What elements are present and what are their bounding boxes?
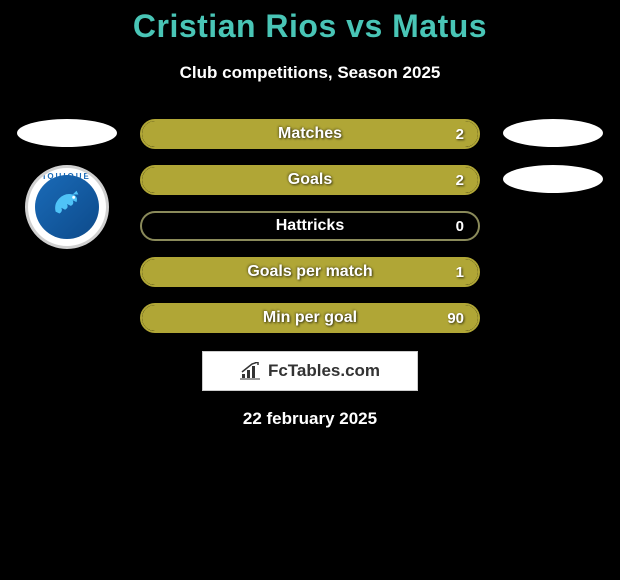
stat-right-value: 2 [456,126,464,143]
stat-bar: Goals per match 1 [140,257,480,287]
stat-right-value: 1 [456,264,464,281]
branding-text: FcTables.com [268,361,380,381]
branding-box: FcTables.com [202,351,418,391]
stat-label: Matches [278,125,342,143]
badge-inner [35,175,99,239]
right-player-column [498,119,608,211]
page-title: Cristian Rios vs Matus [0,8,620,45]
stat-right-value: 90 [447,310,464,327]
comparison-area: IQUIQUE Matches 2 Goals 2 Hattricks 0 Goals pe… [0,119,620,333]
stat-label: Goals [288,171,332,189]
date-text: 22 february 2025 [243,409,377,429]
subtitle: Club competitions, Season 2025 [0,63,620,83]
team-badge-left: IQUIQUE [25,165,109,249]
player-oval-left [17,119,117,147]
player-oval-right-1 [503,119,603,147]
chart-icon [240,362,262,380]
stat-bar: Matches 2 [140,119,480,149]
stat-right-value: 0 [456,218,464,235]
stat-bar: Goals 2 [140,165,480,195]
player-oval-right-2 [503,165,603,193]
left-player-column: IQUIQUE [12,119,122,249]
stat-label: Goals per match [247,263,372,281]
stat-right-value: 2 [456,172,464,189]
dragon-icon [48,185,86,230]
stat-label: Min per goal [263,309,357,327]
stat-bar: Hattricks 0 [140,211,480,241]
stats-column: Matches 2 Goals 2 Hattricks 0 Goals per match 1… [140,119,480,333]
stat-bar: Min per goal 90 [140,303,480,333]
stat-label: Hattricks [276,217,344,235]
footer-area: FcTables.com 22 february 2025 [0,351,620,429]
infographic-container: Cristian Rios vs Matus Club competitions… [0,0,620,429]
